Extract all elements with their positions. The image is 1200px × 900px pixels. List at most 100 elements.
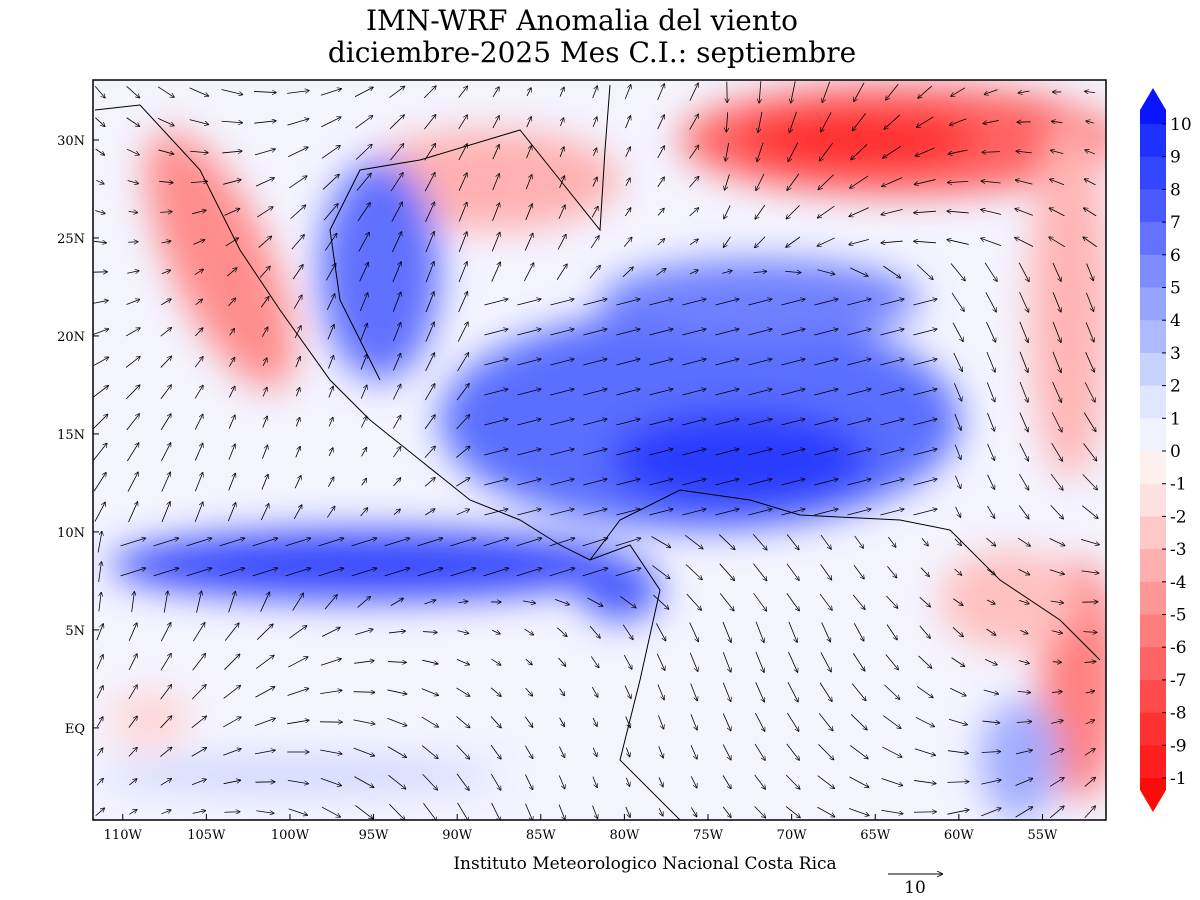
wind-arrow	[583, 329, 606, 336]
wind-arrow	[126, 148, 139, 155]
colorbar-label: 4	[1170, 311, 1181, 331]
wind-arrow	[853, 565, 864, 578]
wind-arrow	[915, 179, 936, 185]
wind-arrow	[1052, 121, 1063, 122]
wind-arrow	[353, 692, 375, 693]
wind-arrow	[722, 271, 732, 274]
wind-arrow	[550, 299, 573, 306]
wind-arrow	[516, 568, 542, 577]
wind-arrow	[1051, 412, 1062, 431]
wind-arrow	[96, 655, 103, 670]
colorbar-box	[1140, 156, 1166, 190]
wind-arrow	[689, 270, 698, 275]
wind-arrow	[393, 354, 400, 371]
wind-arrow	[982, 152, 1000, 153]
wind-arrow	[1019, 321, 1028, 342]
wind-arrow	[457, 322, 468, 342]
wind-arrow	[228, 386, 235, 398]
wind-arrow	[160, 747, 171, 757]
wind-arrow	[820, 534, 831, 549]
wind-arrow	[254, 149, 275, 156]
wind-arrow	[1083, 412, 1096, 432]
wind-arrow	[458, 262, 467, 283]
wind-arrow	[781, 419, 804, 426]
wind-arrow	[424, 384, 434, 401]
wind-arrow	[392, 232, 401, 253]
wind-arrow	[224, 209, 239, 216]
wind-arrow	[913, 449, 936, 456]
wind-arrow	[883, 265, 900, 278]
wind-arrow	[526, 146, 532, 159]
wind-arrow	[914, 780, 936, 783]
wind-arrow	[657, 239, 665, 246]
wind-arrow	[359, 263, 369, 282]
colorbar-label: -7	[1170, 671, 1187, 691]
wind-arrow	[321, 627, 340, 637]
wind-arrow	[880, 299, 903, 306]
wind-arrow	[320, 749, 342, 754]
wind-arrow	[847, 359, 870, 366]
wind-arrow	[656, 623, 665, 640]
wind-arrow	[483, 568, 509, 577]
wind-arrow	[814, 389, 837, 396]
wind-arrow	[583, 479, 606, 486]
wind-arrow	[756, 173, 765, 191]
wind-arrow	[291, 235, 304, 250]
wind-arrow	[254, 121, 275, 123]
wind-arrow	[457, 802, 469, 820]
wind-arrow	[818, 174, 834, 190]
wind-arrow	[954, 538, 961, 546]
wind-arrow	[295, 447, 300, 458]
wind-arrow	[814, 449, 837, 456]
wind-arrow	[93, 300, 108, 304]
wind-arrow	[951, 292, 964, 311]
wind-arrow	[558, 804, 565, 820]
wind-arrow	[887, 566, 896, 577]
reference-label: 10	[904, 878, 926, 898]
colorbar-label: 6	[1170, 246, 1181, 266]
wind-arrow	[194, 386, 203, 399]
wind-arrow	[287, 688, 309, 696]
wind-arrow	[127, 180, 139, 183]
wind-arrow	[424, 144, 436, 161]
wind-arrow	[987, 474, 995, 489]
wind-arrow	[788, 621, 797, 642]
wind-arrow	[854, 82, 865, 102]
wind-arrow	[458, 144, 467, 161]
wind-arrow	[458, 232, 467, 253]
wind-arrow	[786, 236, 801, 247]
wind-arrow	[981, 780, 1000, 785]
wind-arrow	[948, 718, 967, 724]
wind-arrow	[96, 686, 103, 699]
wind-arrow	[1019, 474, 1028, 490]
wind-arrow	[227, 268, 236, 277]
wind-arrow	[986, 628, 995, 635]
colorbar-label: -2	[1170, 507, 1187, 527]
wind-arrow	[690, 807, 696, 816]
wind-arrow	[189, 87, 209, 96]
wind-arrow	[1086, 263, 1094, 281]
wind-arrow	[820, 652, 831, 671]
wind-arrow	[194, 502, 203, 522]
wind-arrow	[360, 354, 367, 370]
wind-arrow	[120, 538, 146, 547]
wind-arrow	[1084, 208, 1097, 217]
wind-arrow	[324, 234, 336, 251]
wind-arrow	[986, 352, 995, 372]
wind-arrow	[583, 509, 606, 516]
wind-arrow	[757, 142, 764, 162]
wind-arrow	[1015, 779, 1033, 786]
wind-arrow	[616, 389, 639, 396]
wind-arrow	[986, 599, 995, 604]
wind-arrow	[915, 147, 935, 156]
wind-arrow	[880, 359, 903, 366]
wind-arrow	[852, 594, 865, 609]
wind-arrow	[781, 359, 804, 366]
wind-arrow	[393, 447, 400, 458]
wind-arrow	[517, 329, 540, 336]
wind-arrow	[656, 653, 664, 670]
wind-arrow	[689, 177, 698, 188]
wind-arrow	[227, 503, 235, 522]
wind-arrow	[425, 353, 435, 372]
wind-arrow	[458, 86, 468, 98]
